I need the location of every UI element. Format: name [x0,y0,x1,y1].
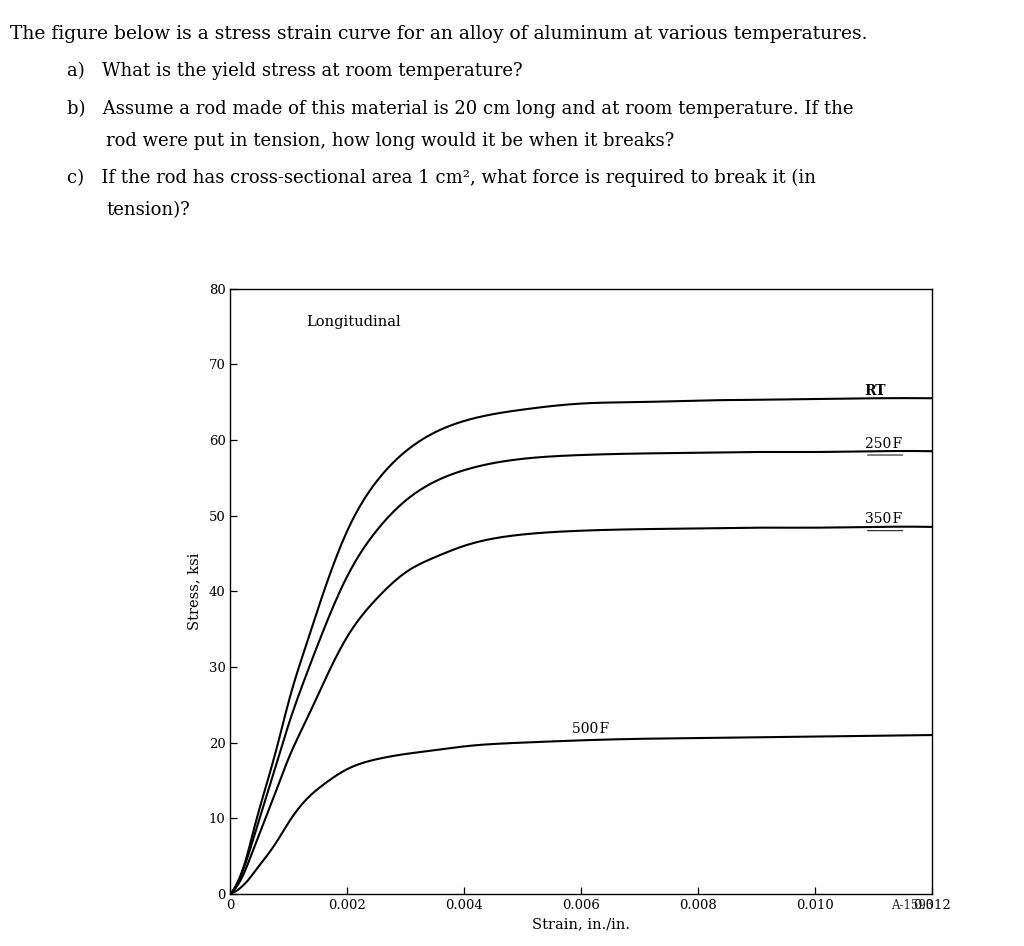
Text: Longitudinal: Longitudinal [306,315,401,329]
Text: c)   If the rod has cross-sectional area 1 cm², what force is required to break : c) If the rod has cross-sectional area 1… [67,168,815,186]
Text: 250 F: 250 F [864,437,902,450]
Text: tension)?: tension)? [106,201,190,219]
Text: a)   What is the yield stress at room temperature?: a) What is the yield stress at room temp… [67,61,522,79]
X-axis label: Strain, in./in.: Strain, in./in. [532,918,630,932]
Text: 500 F: 500 F [572,722,609,736]
Text: The figure below is a stress strain curve for an alloy of aluminum at various te: The figure below is a stress strain curv… [10,25,867,43]
Text: RT: RT [864,384,886,397]
Text: b)   Assume a rod made of this material is 20 cm long and at room temperature. I: b) Assume a rod made of this material is… [67,99,853,117]
Text: rod were put in tension, how long would it be when it breaks?: rod were put in tension, how long would … [106,132,675,150]
Text: 350 F: 350 F [864,513,902,526]
Text: A-1593: A-1593 [892,899,934,912]
Y-axis label: Stress, ksi: Stress, ksi [187,552,202,630]
